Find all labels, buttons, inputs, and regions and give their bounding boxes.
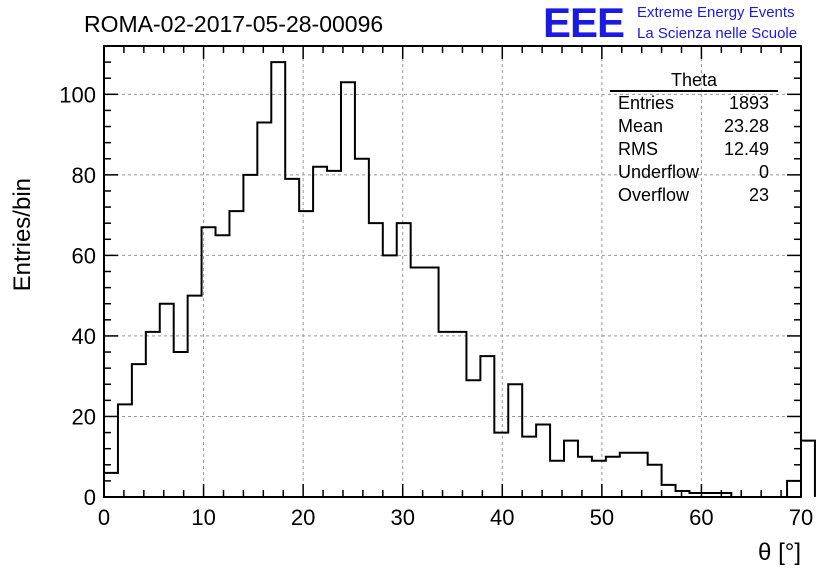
stats-label: Entries <box>618 93 675 113</box>
y-tick-label: 20 <box>72 404 96 429</box>
stats-row: RMS 12.49 <box>610 138 778 161</box>
x-tick-label: 40 <box>490 505 514 530</box>
stats-value: 23.28 <box>723 116 769 136</box>
stats-title: Theta <box>610 70 778 92</box>
stats-value: 12.49 <box>723 139 769 159</box>
y-tick-label: 100 <box>59 82 96 107</box>
x-tick-label: 0 <box>98 505 110 530</box>
y-tick-label: 60 <box>72 243 96 268</box>
axis-ticks <box>103 45 802 498</box>
stats-row: Underflow 0 <box>610 161 778 184</box>
x-tick-label: 70 <box>789 505 813 530</box>
y-tick-labels: 0 20 40 60 80 100 <box>59 82 96 510</box>
stats-label: Overflow <box>618 185 690 205</box>
logo-line-1: Extreme Energy Events <box>637 4 795 21</box>
x-tick-label: 10 <box>191 505 215 530</box>
x-tick-labels: 0 10 20 30 40 50 60 70 <box>98 505 813 530</box>
eee-logo: EEE <box>543 0 625 46</box>
y-tick-label: 80 <box>72 163 96 188</box>
logo-line-2: La Scienza nelle Scuole <box>637 25 798 42</box>
stats-row: Mean 23.28 <box>610 115 778 138</box>
grid-lines <box>104 46 801 497</box>
x-axis-label: θ [°] <box>758 539 801 566</box>
stats-label: Underflow <box>618 162 700 182</box>
stats-value: 1893 <box>728 93 769 113</box>
stats-row: Overflow 23 <box>610 184 778 207</box>
x-tick-label: 50 <box>590 505 614 530</box>
stats-label: RMS <box>618 139 658 159</box>
stats-rows: Entries 1893 Mean 23.28 RMS 12.49 Underflow 0 Ov… <box>610 92 778 207</box>
stats-label: Mean <box>618 116 664 136</box>
stats-value: 23 <box>748 185 769 205</box>
x-tick-label: 20 <box>291 505 315 530</box>
histogram-series <box>103 61 816 498</box>
stats-row: Entries 1893 <box>610 92 778 115</box>
stats-value: 0 <box>758 162 769 182</box>
run-title: ROMA-02-2017-05-28-00096 <box>84 11 384 37</box>
y-tick-label: 0 <box>84 485 96 510</box>
x-tick-label: 60 <box>689 505 713 530</box>
x-tick-label: 30 <box>390 505 414 530</box>
y-axis-label: Entries/bin <box>9 178 36 291</box>
y-tick-label: 40 <box>72 324 96 349</box>
stats-box: Theta Entries 1893 Mean 23.28 RMS 12.49 Underf… <box>610 70 778 207</box>
